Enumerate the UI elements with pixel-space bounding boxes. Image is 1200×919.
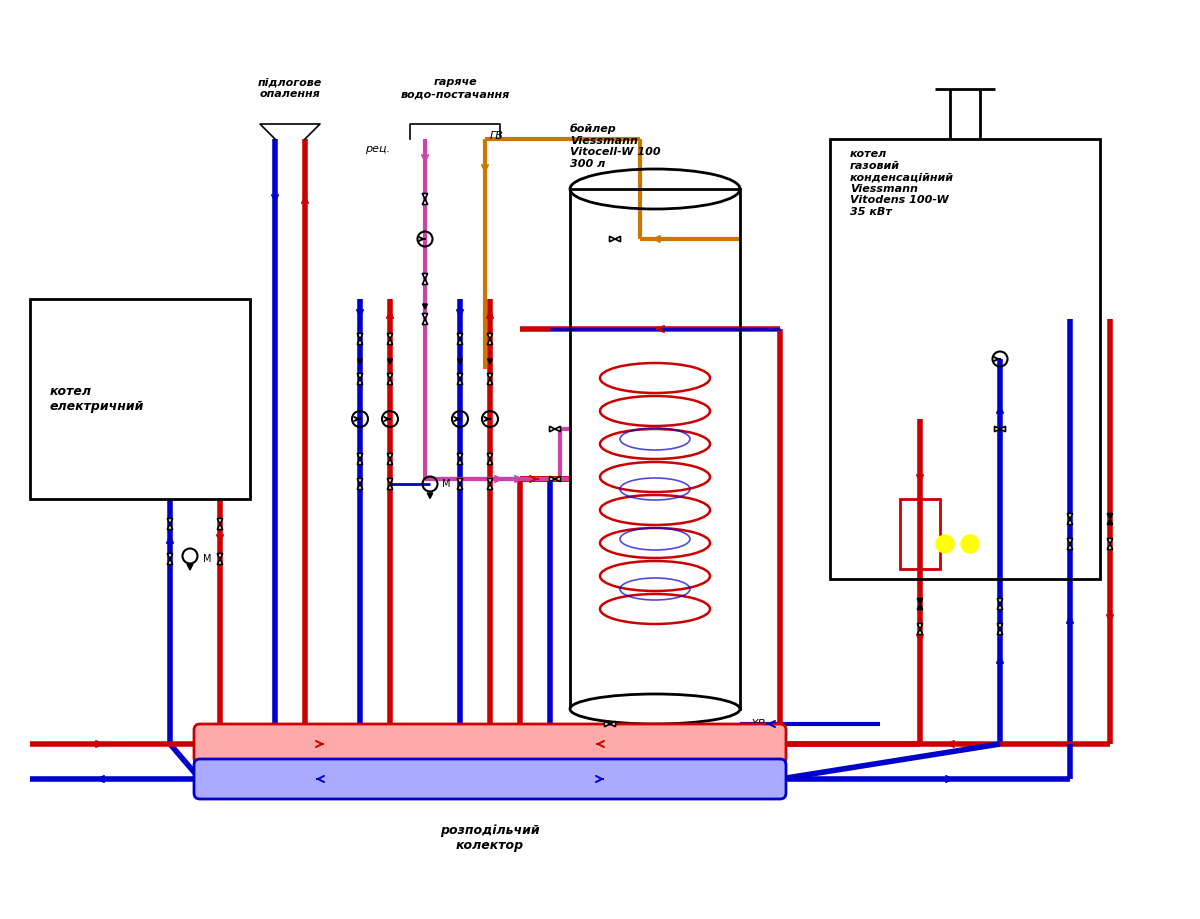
Polygon shape — [997, 623, 1003, 629]
Bar — [30, 299, 250, 499]
Polygon shape — [917, 629, 923, 634]
Text: котел
газовий
конденсаційний
Viessmann
Vitodens 100-W
35 кВт: котел газовий конденсаційний Viessmann V… — [850, 149, 954, 217]
Polygon shape — [997, 598, 1003, 604]
Polygon shape — [1108, 519, 1112, 525]
Polygon shape — [487, 379, 493, 384]
Text: котел
електричний: котел електричний — [50, 385, 144, 413]
FancyBboxPatch shape — [194, 724, 786, 764]
Polygon shape — [605, 721, 610, 727]
Polygon shape — [487, 453, 493, 459]
Polygon shape — [1108, 514, 1112, 519]
Polygon shape — [167, 553, 173, 559]
Polygon shape — [1067, 519, 1073, 525]
Polygon shape — [457, 334, 463, 339]
Text: ХВ: ХВ — [750, 719, 766, 729]
Text: розподільчий
колектор: розподільчий колектор — [440, 824, 540, 852]
Polygon shape — [388, 334, 392, 339]
Polygon shape — [167, 559, 173, 564]
Polygon shape — [388, 453, 392, 459]
Polygon shape — [167, 524, 173, 529]
Polygon shape — [388, 484, 392, 490]
Polygon shape — [457, 459, 463, 464]
Polygon shape — [487, 479, 493, 484]
Polygon shape — [358, 484, 362, 490]
Text: бойлер
Viessmann
Vitocell-W 100
300 л: бойлер Viessmann Vitocell-W 100 300 л — [570, 124, 661, 169]
Polygon shape — [422, 194, 427, 199]
Text: підлогове
опалення: підлогове опалення — [258, 77, 322, 99]
Polygon shape — [422, 199, 427, 205]
Text: рец.: рец. — [365, 144, 390, 154]
Polygon shape — [422, 319, 427, 324]
Polygon shape — [358, 334, 362, 339]
Polygon shape — [917, 598, 923, 604]
Polygon shape — [388, 339, 392, 345]
Polygon shape — [487, 484, 493, 490]
Polygon shape — [457, 379, 463, 384]
Polygon shape — [550, 426, 554, 432]
Polygon shape — [457, 359, 462, 364]
Polygon shape — [610, 236, 616, 242]
Ellipse shape — [570, 694, 740, 724]
Polygon shape — [388, 373, 392, 379]
Polygon shape — [358, 459, 362, 464]
Polygon shape — [1108, 539, 1112, 544]
Polygon shape — [917, 623, 923, 629]
Polygon shape — [457, 479, 463, 484]
Polygon shape — [616, 236, 620, 242]
Polygon shape — [457, 484, 463, 490]
Polygon shape — [358, 359, 362, 364]
Bar — [830, 139, 1100, 579]
Text: ГВ: ГВ — [490, 131, 504, 141]
Polygon shape — [388, 359, 392, 364]
Polygon shape — [217, 559, 223, 564]
Polygon shape — [187, 564, 193, 570]
Bar — [900, 499, 940, 569]
Polygon shape — [487, 334, 493, 339]
Text: гаряче
водо-постачання: гаряче водо-постачання — [401, 77, 510, 99]
Polygon shape — [358, 379, 362, 384]
Bar — [570, 189, 740, 709]
Circle shape — [961, 535, 979, 553]
Polygon shape — [388, 479, 392, 484]
Polygon shape — [422, 274, 427, 279]
Polygon shape — [554, 426, 560, 432]
Polygon shape — [217, 518, 223, 524]
Polygon shape — [457, 373, 463, 379]
Text: M: M — [442, 479, 450, 489]
Polygon shape — [457, 453, 463, 459]
Polygon shape — [217, 553, 223, 559]
Polygon shape — [358, 453, 362, 459]
Polygon shape — [167, 518, 173, 524]
Polygon shape — [1000, 426, 1006, 432]
Polygon shape — [997, 604, 1003, 609]
Polygon shape — [487, 373, 493, 379]
Polygon shape — [457, 339, 463, 345]
Polygon shape — [422, 304, 427, 309]
Polygon shape — [422, 279, 427, 285]
Polygon shape — [1108, 544, 1112, 550]
Text: M: M — [203, 554, 211, 564]
Polygon shape — [550, 476, 554, 482]
Polygon shape — [997, 629, 1003, 634]
Polygon shape — [358, 479, 362, 484]
Polygon shape — [427, 493, 433, 498]
Polygon shape — [917, 604, 923, 609]
Polygon shape — [1067, 539, 1073, 544]
Polygon shape — [358, 339, 362, 345]
Polygon shape — [1067, 544, 1073, 550]
Polygon shape — [995, 426, 1000, 432]
FancyBboxPatch shape — [194, 759, 786, 799]
Polygon shape — [487, 339, 493, 345]
Polygon shape — [217, 524, 223, 529]
Polygon shape — [422, 313, 427, 319]
Polygon shape — [388, 379, 392, 384]
Polygon shape — [358, 373, 362, 379]
Polygon shape — [487, 459, 493, 464]
Polygon shape — [388, 459, 392, 464]
Circle shape — [936, 535, 954, 553]
Polygon shape — [487, 359, 492, 364]
Polygon shape — [554, 476, 560, 482]
Polygon shape — [1067, 514, 1073, 519]
Polygon shape — [610, 721, 616, 727]
